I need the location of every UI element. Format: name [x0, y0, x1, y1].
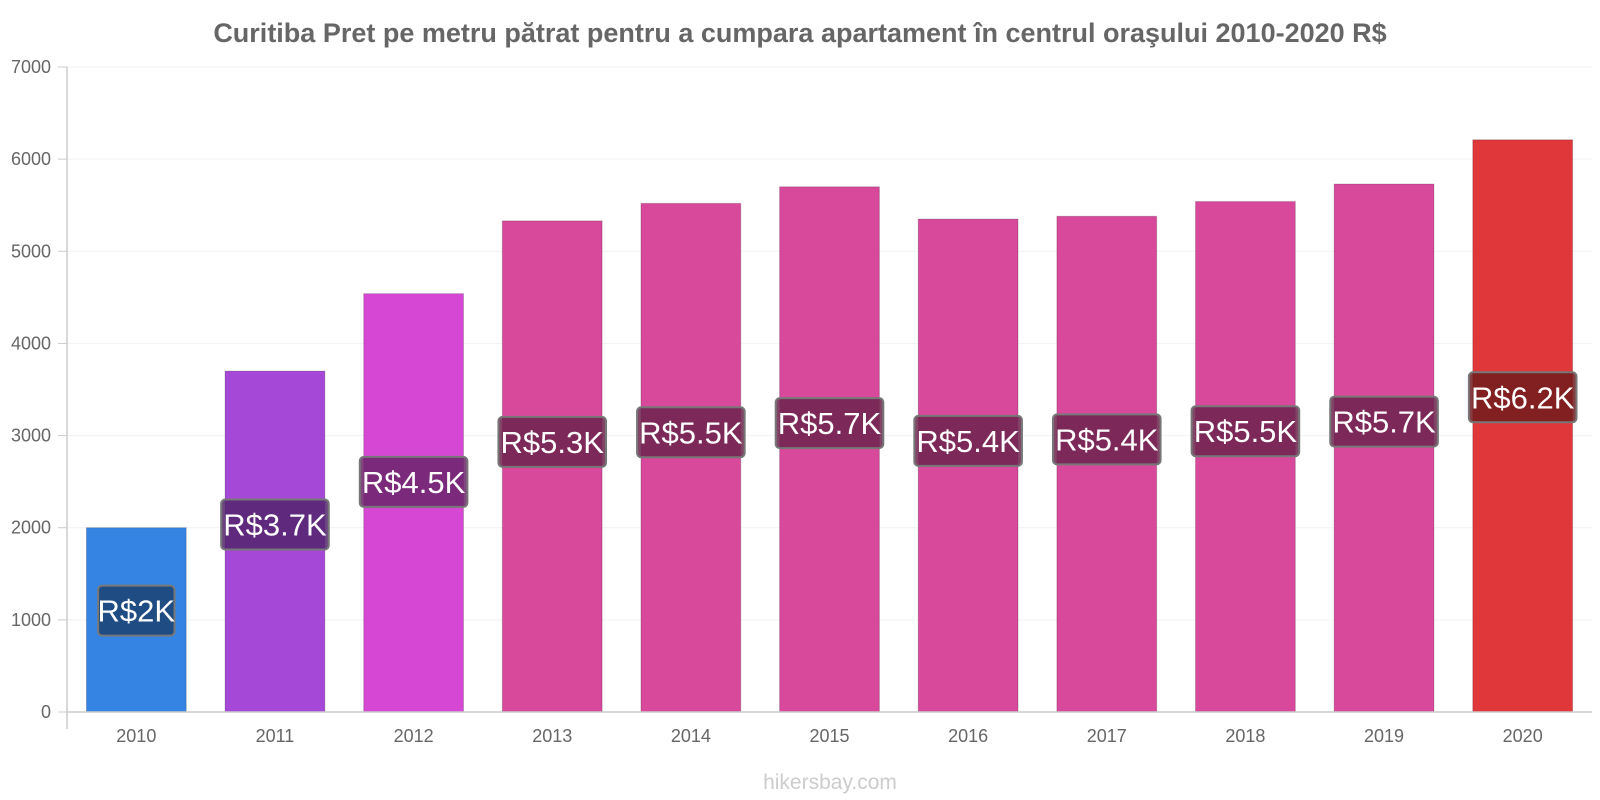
y-tick-label: 0: [41, 702, 51, 722]
data-labels: R$2K R$3.7K R$4.5K R$5.3K R$5.5K R$5.7K R$5.4K…: [97, 371, 1578, 637]
y-tick-label: 5000: [11, 241, 51, 261]
y-tick-label: 1000: [11, 610, 51, 630]
x-tick-label: 2011: [256, 726, 295, 746]
data-label-box: [220, 498, 330, 551]
x-axis: 2010 2011 2012 2013 2014 2015 2016 2017 2018 2019…: [67, 711, 1592, 746]
data-label: R$5.3K: [501, 425, 605, 460]
data-label: R$5.7K: [778, 406, 882, 441]
x-tick-label: 2015: [809, 726, 849, 746]
x-tick-label: 2019: [1364, 726, 1404, 746]
data-label-box: [497, 415, 608, 468]
data-label: R$5.5K: [1194, 414, 1298, 449]
data-label: R$2K: [98, 594, 176, 629]
data-label: R$3.7K: [223, 507, 327, 542]
data-label-box: [1051, 413, 1162, 466]
x-tick-label: 2017: [1087, 726, 1127, 746]
chart-title: Curitiba Pret pe metru pătrat pentru a c…: [213, 18, 1386, 48]
x-tick-label: 2016: [948, 726, 988, 746]
y-tick-label: 3000: [11, 426, 51, 446]
data-label-box: [774, 397, 885, 450]
data-label: R$5.7K: [1332, 405, 1436, 440]
data-label-box: [1190, 405, 1301, 458]
x-tick-label: 2010: [116, 726, 156, 746]
y-tick-label: 6000: [11, 149, 51, 169]
x-tick-label: 2020: [1503, 726, 1543, 746]
data-label-box: [1467, 371, 1578, 424]
x-tick-label: 2013: [532, 726, 572, 746]
bar-2020: [1472, 139, 1574, 713]
x-tick-label: 2014: [671, 726, 711, 746]
y-tick-label: 4000: [11, 333, 51, 353]
data-label: R$4.5K: [362, 465, 466, 500]
data-label: R$5.5K: [639, 415, 743, 450]
watermark: hikersbay.com: [763, 771, 897, 794]
data-label-box: [358, 455, 469, 508]
data-label-box: [97, 584, 176, 637]
data-label-box: [913, 414, 1023, 467]
x-tick-label: 2018: [1225, 726, 1265, 746]
data-label: R$5.4K: [916, 424, 1020, 459]
y-tick-label: 2000: [11, 518, 51, 538]
data-label-box: [636, 406, 746, 459]
y-axis: 0 1000 2000 3000 4000 5000 6000 7000: [11, 57, 68, 729]
data-label-box: [1329, 395, 1439, 448]
data-label: R$6.2K: [1471, 380, 1575, 415]
data-label: R$5.4K: [1055, 422, 1159, 457]
x-tick-label: 2012: [394, 726, 434, 746]
bar-2019: [1333, 183, 1435, 713]
y-tick-label: 7000: [11, 57, 51, 77]
bar-2015: [779, 186, 880, 713]
